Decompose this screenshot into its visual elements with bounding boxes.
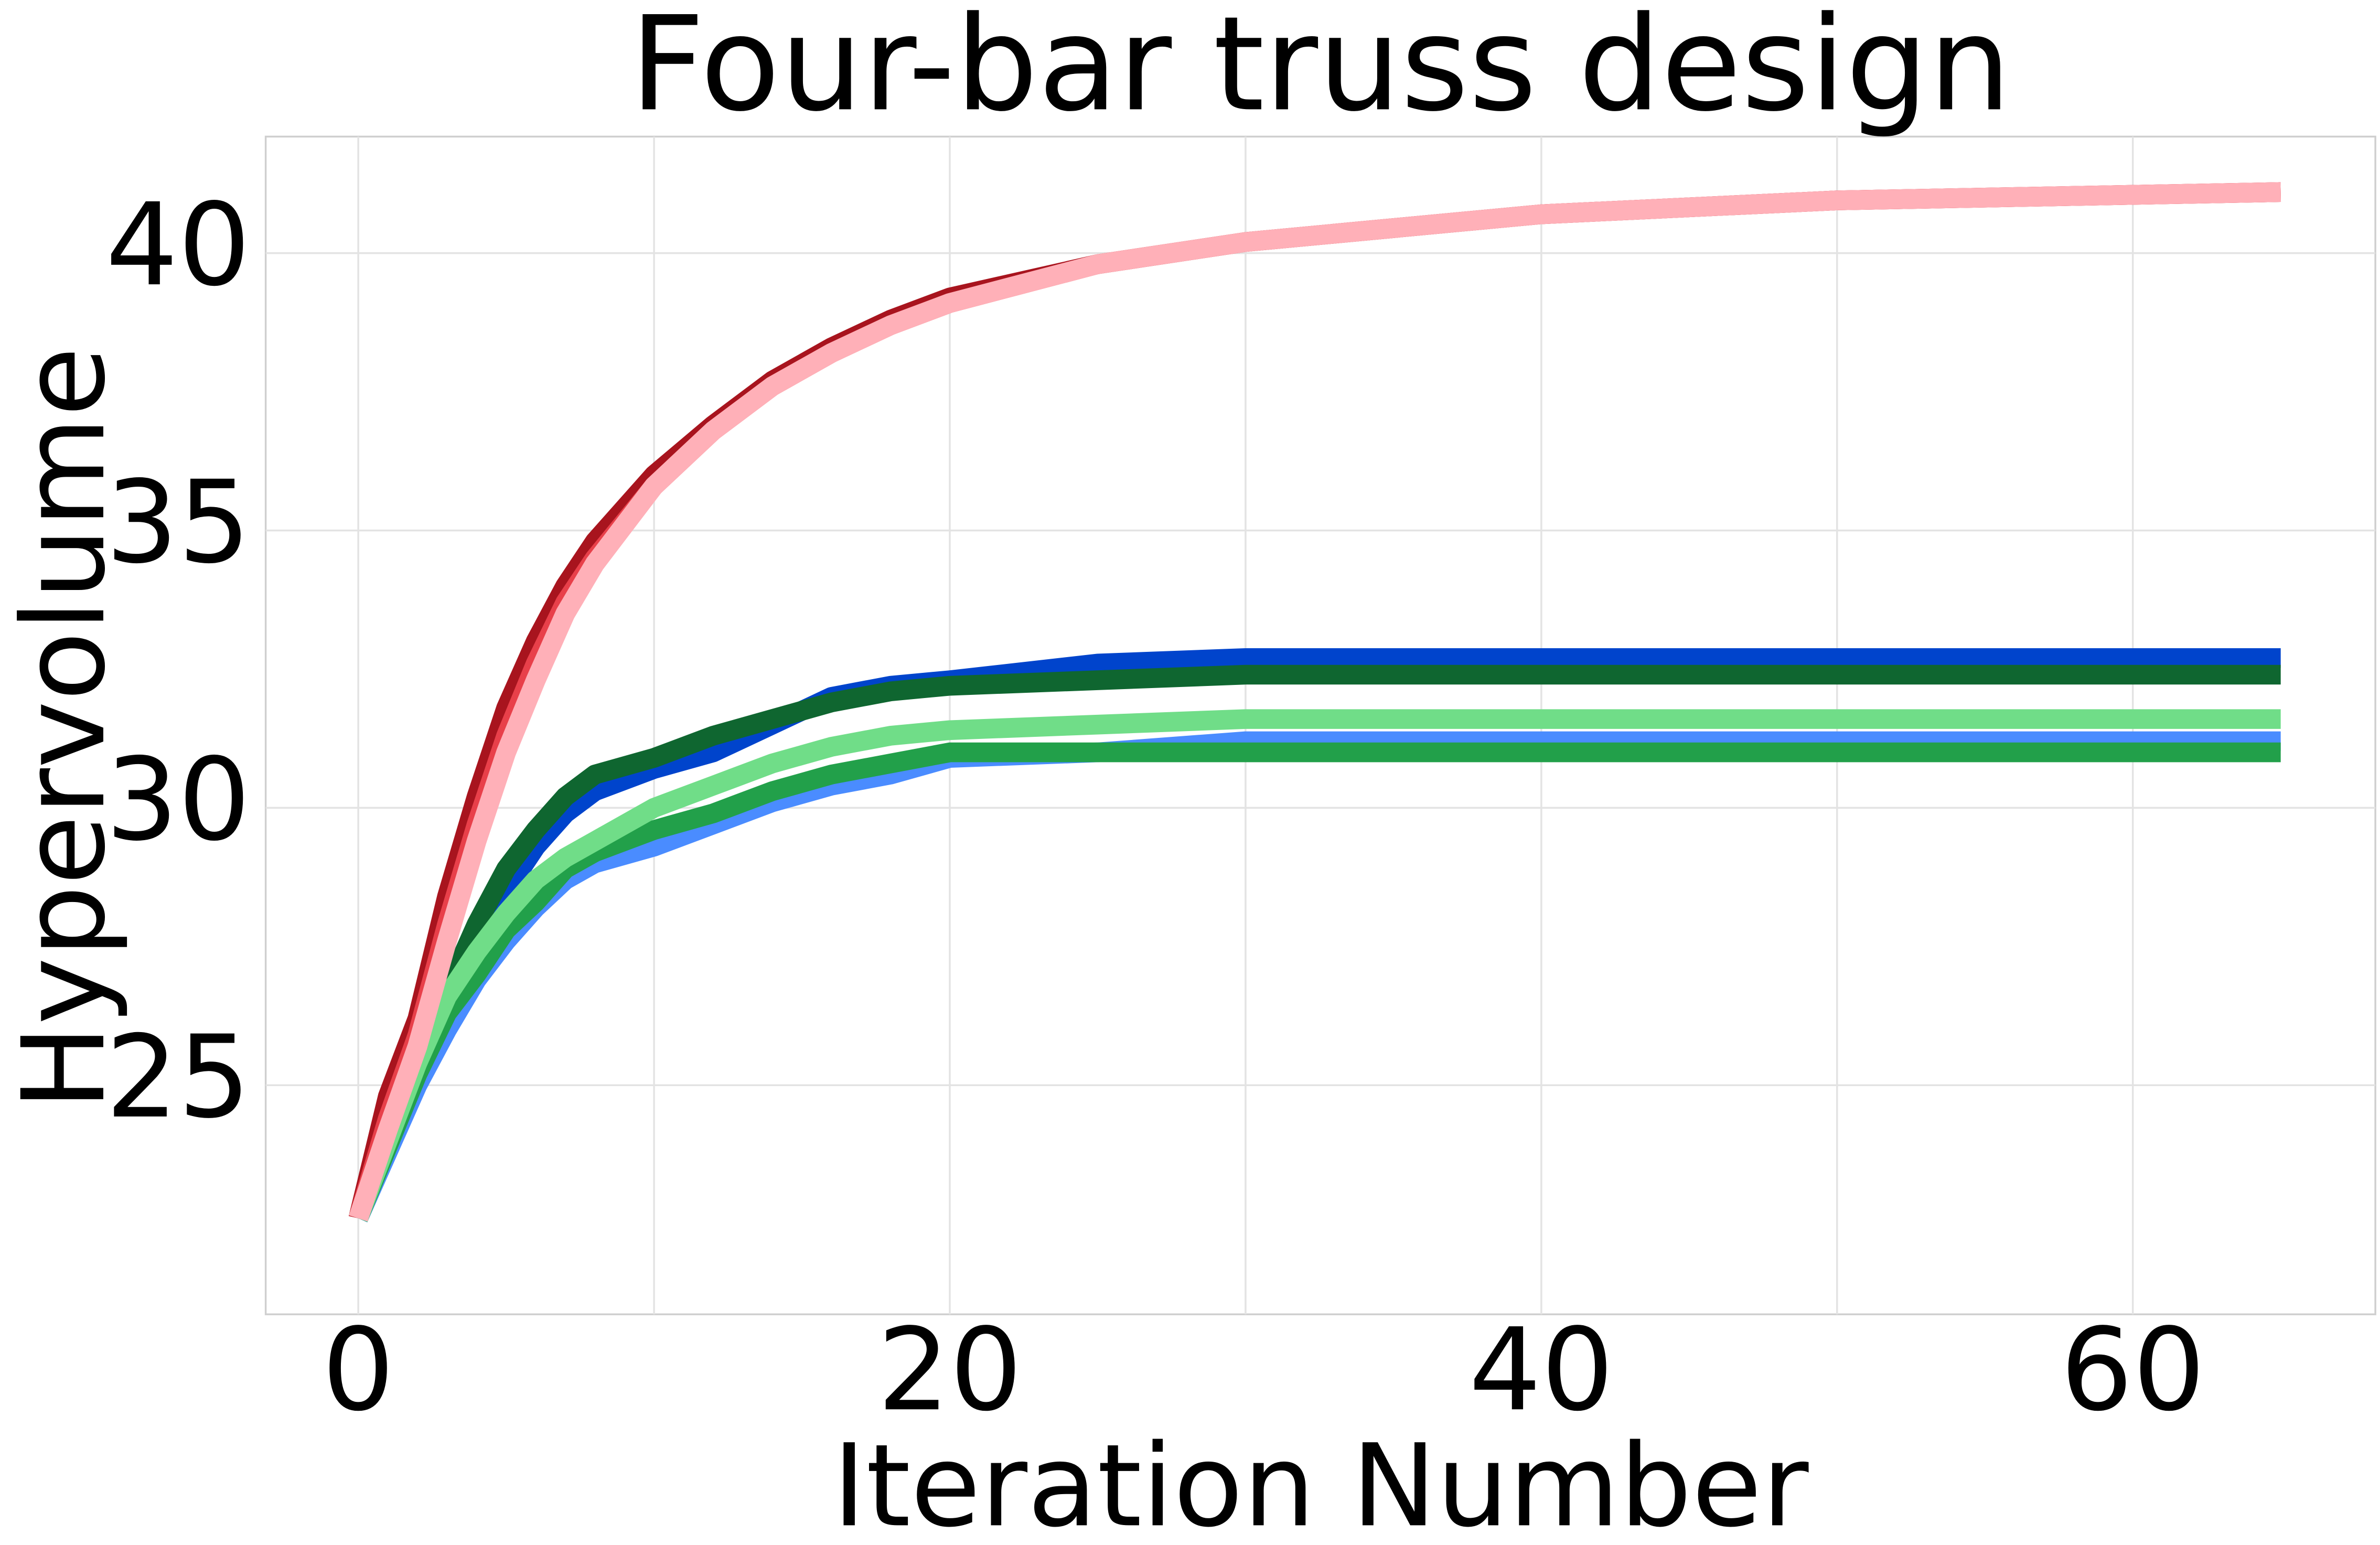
y-tick-label: 35	[105, 457, 250, 589]
series-line	[349, 709, 2281, 1222]
x-tick-label: 20	[877, 1304, 1022, 1436]
chart-title: Four-bar truss design	[630, 0, 2011, 140]
y-axis-label: Hypervolume	[0, 347, 131, 1110]
series-line	[349, 182, 2281, 1222]
x-axis-label: Iteration Number	[832, 1420, 1809, 1545]
plot-frame	[264, 135, 2376, 1315]
y-tick-label: 40	[105, 179, 250, 312]
x-tick-label: 60	[2061, 1304, 2205, 1436]
x-tick-label: 0	[322, 1304, 394, 1436]
series-line	[348, 182, 2281, 1221]
y-tick-label: 25	[105, 1012, 250, 1144]
series-line	[349, 182, 2281, 1221]
x-tick-label: 40	[1469, 1304, 1614, 1436]
y-tick-label: 30	[105, 734, 250, 866]
